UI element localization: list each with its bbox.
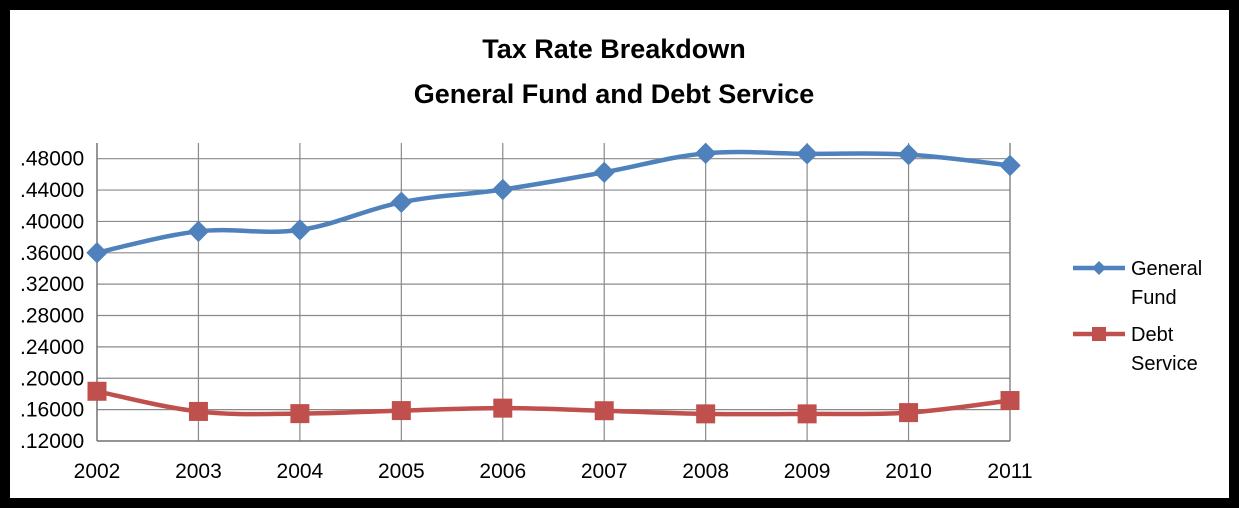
y-tick-label: .12000: [20, 430, 84, 453]
x-tick-label: 2004: [277, 460, 324, 483]
x-tick-label: 2009: [784, 460, 831, 483]
general-fund-legend-marker: [1092, 261, 1106, 275]
debt-service-square-marker: [290, 404, 310, 424]
y-tick-label: .36000: [20, 242, 84, 265]
general-fund-diamond-marker: [897, 143, 920, 166]
plot-area: [97, 143, 1010, 441]
debt-service-square-marker: [594, 401, 614, 421]
legend: General Fund Debt Service: [1073, 258, 1202, 375]
plot-background: [97, 143, 1010, 441]
x-tick-label: 2011: [987, 460, 1032, 483]
y-tick-label: .20000: [20, 367, 84, 390]
y-tick-label: .24000: [20, 336, 84, 359]
debt-service-square-marker: [391, 401, 411, 421]
chart-title: Tax Rate Breakdown: [482, 34, 746, 64]
debt-service-square-marker: [696, 404, 716, 424]
x-tick-label: 2005: [378, 460, 425, 483]
y-tick-label: .40000: [20, 210, 84, 233]
x-tick-label: 2006: [479, 460, 526, 483]
debt-service-square-marker: [797, 404, 817, 424]
x-tick-label: 2003: [175, 460, 222, 483]
general-fund-legend-label: General Fund: [1131, 258, 1202, 309]
debt-service-legend-label: Debt Service: [1131, 324, 1198, 375]
x-tick-label: 2008: [682, 460, 729, 483]
debt-service-square-marker: [493, 398, 513, 418]
debt-service-square-marker: [188, 401, 208, 421]
debt-service-square-marker: [899, 403, 919, 423]
debt-service-square-marker: [87, 381, 107, 401]
general-fund-diamond-marker: [999, 154, 1021, 177]
x-tick-label: 2010: [885, 460, 932, 483]
general-fund-diamond-marker: [289, 219, 311, 241]
debt-service-legend-marker: [1092, 327, 1106, 341]
series-markers: [86, 142, 1021, 424]
y-tick-label: .16000: [20, 399, 84, 422]
general-fund-diamond-marker: [593, 161, 615, 184]
general-fund-line: [94, 149, 1013, 255]
general-fund-diamond-marker: [796, 143, 818, 165]
debt-service-line: [94, 389, 1013, 417]
chart-subtitle: General Fund and Debt Service: [414, 79, 815, 109]
y-tick-label: .28000: [20, 305, 84, 328]
general-fund-diamond-marker: [86, 242, 108, 264]
y-tick-label: .44000: [20, 179, 84, 202]
general-fund-diamond-marker: [187, 220, 210, 243]
y-tick-label: .32000: [20, 273, 84, 296]
y-tick-labels: .12000 .16000 .20000 .24000 .28000 .32000 .360…: [20, 148, 84, 453]
debt-service-square-marker: [1000, 391, 1020, 411]
chart-title-group: Tax Rate Breakdown General Fund and Debt…: [414, 34, 815, 109]
general-fund-diamond-marker: [492, 178, 514, 201]
general-fund-diamond-marker: [390, 191, 413, 213]
x-tick-label: 2002: [74, 460, 121, 483]
y-tick-label: .48000: [20, 148, 84, 171]
x-tick-label: 2007: [581, 460, 628, 483]
general-fund-diamond-marker: [694, 142, 717, 165]
x-tick-labels: 2002 2003 2004 2005 2006 2007 2008 2009 2010 2011: [74, 460, 1033, 483]
series-lines: [94, 149, 1013, 417]
